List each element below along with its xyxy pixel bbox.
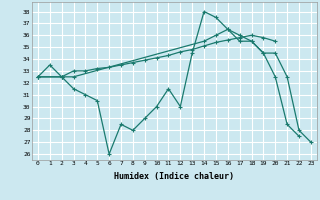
X-axis label: Humidex (Indice chaleur): Humidex (Indice chaleur) <box>115 172 234 181</box>
